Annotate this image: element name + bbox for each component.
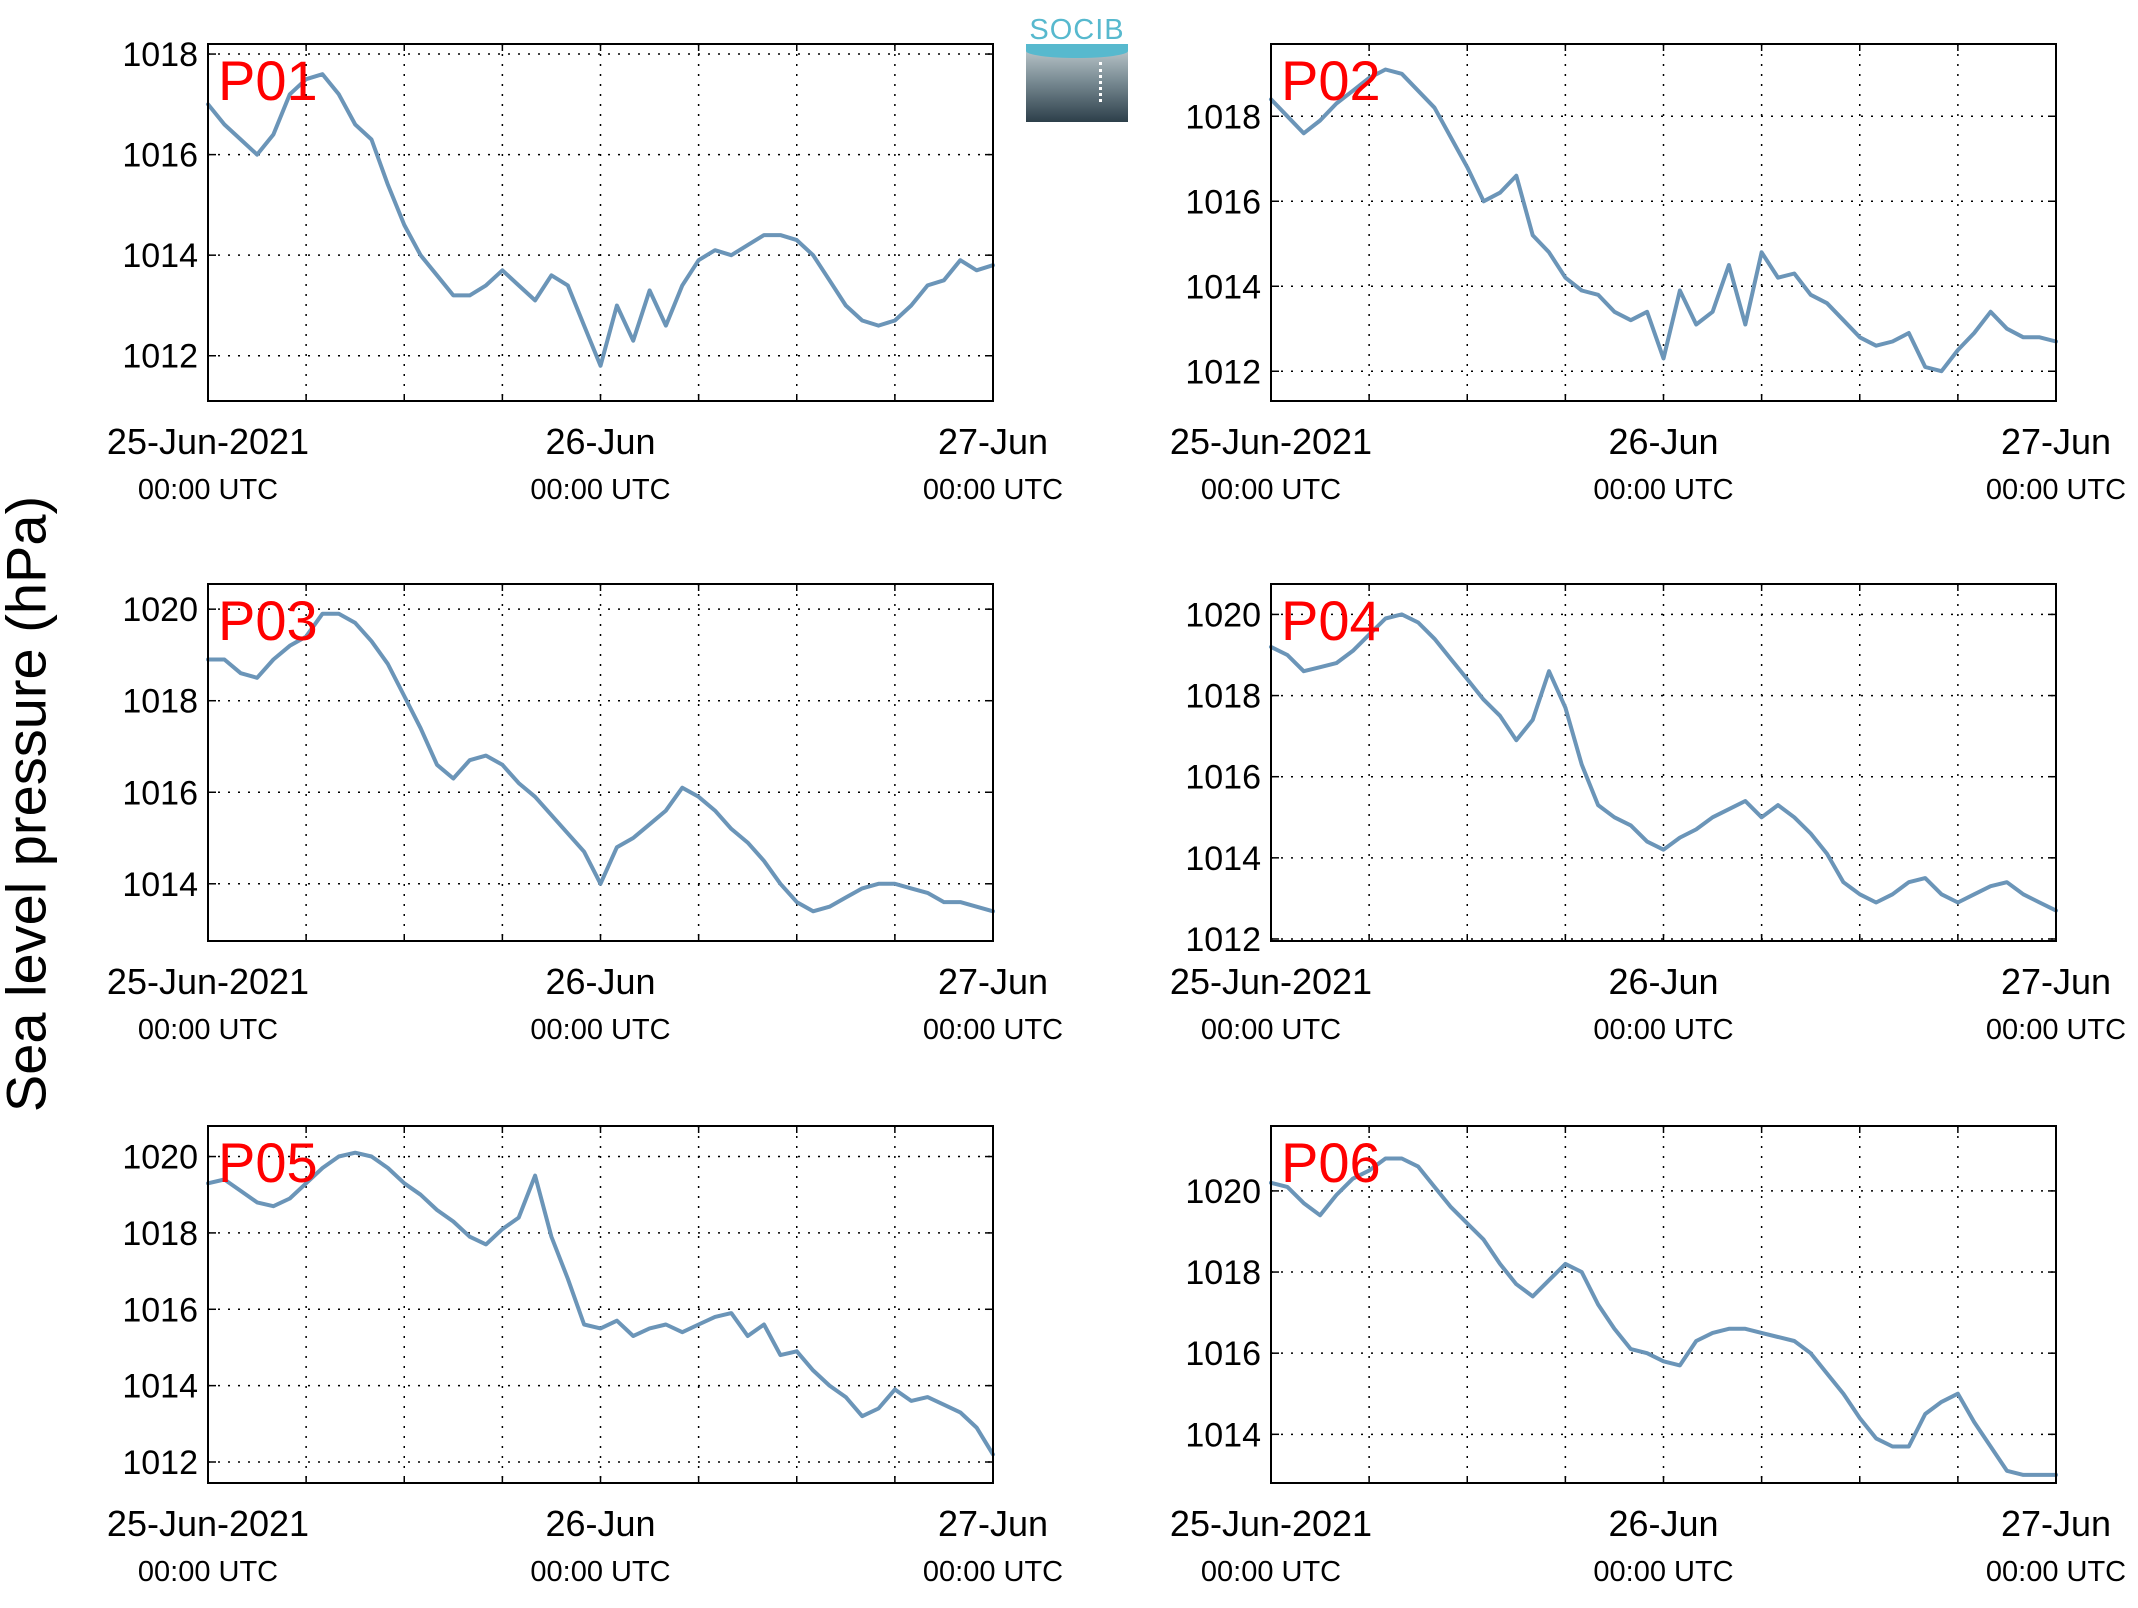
y-tick-label: 1018	[1185, 1254, 1261, 1292]
logo-dots	[1099, 62, 1102, 102]
station-label: P03	[218, 589, 318, 652]
x-tick-label: 25-Jun-2021	[1170, 1503, 1372, 1544]
y-tick-label: 1012	[1185, 921, 1261, 959]
station-label: P01	[218, 49, 318, 112]
y-tick-label: 1020	[122, 1139, 198, 1177]
station-label: P02	[1281, 49, 1381, 112]
x-tick-sublabel: 00:00 UTC	[530, 1556, 670, 1588]
y-tick-label: 1018	[1185, 678, 1261, 716]
series-line	[1269, 612, 2058, 913]
x-tick-label: 25-Jun-2021	[1170, 421, 1372, 462]
x-tick-label: 26-Jun	[545, 421, 655, 462]
x-tick-sublabel: 00:00 UTC	[530, 1014, 670, 1046]
logo-text: SOCIB	[1029, 14, 1125, 46]
x-tick-sublabel: 00:00 UTC	[923, 474, 1063, 506]
station-label: P04	[1281, 589, 1381, 652]
x-tick-label: 25-Jun-2021	[1170, 961, 1372, 1002]
x-tick-label: 27-Jun	[938, 1503, 1048, 1544]
x-tick-sublabel: 00:00 UTC	[1593, 1556, 1733, 1588]
x-tick-sublabel: 00:00 UTC	[1986, 1556, 2126, 1588]
x-tick-label: 26-Jun	[545, 961, 655, 1002]
x-tick-sublabel: 00:00 UTC	[1593, 474, 1733, 506]
y-tick-label: 1018	[122, 36, 198, 74]
series-line	[1269, 1156, 2058, 1477]
y-tick-label: 1020	[1185, 596, 1261, 634]
x-tick-sublabel: 00:00 UTC	[1986, 474, 2126, 506]
y-tick-label: 1016	[1185, 183, 1261, 221]
x-tick-sublabel: 00:00 UTC	[1593, 1014, 1733, 1046]
panel-p06: 1014 1016 1018 1020 25-Jun-2021 00:00 UTC 26-J…	[1170, 1125, 2126, 1588]
y-tick-label: 1018	[122, 683, 198, 721]
y-tick-label: 1016	[122, 774, 198, 812]
panel-p02: 1012 1014 1016 1018 25-Jun-2021 00:00 UTC 26-J…	[1170, 43, 2126, 506]
axes-frame	[1270, 583, 2057, 942]
y-tick-label: 1020	[1185, 1173, 1261, 1211]
station-label: P06	[1281, 1131, 1381, 1194]
x-tick-sublabel: 00:00 UTC	[923, 1556, 1063, 1588]
y-tick-label: 1014	[1185, 268, 1261, 306]
x-tick-label: 26-Jun	[1608, 421, 1718, 462]
x-tick-label: 26-Jun	[545, 1503, 655, 1544]
x-tick-sublabel: 00:00 UTC	[1201, 474, 1341, 506]
series-line	[206, 611, 995, 914]
y-tick-label: 1016	[122, 1291, 198, 1329]
socib-logo: SOCIB	[1026, 14, 1128, 122]
x-tick-sublabel: 00:00 UTC	[530, 474, 670, 506]
x-tick-label: 27-Jun	[2001, 421, 2111, 462]
panel-p05: 1012 1014 1016 1018 1020 25-Jun-2021 00:00 UTC…	[107, 1125, 1063, 1588]
x-tick-sublabel: 00:00 UTC	[923, 1014, 1063, 1046]
station-label: P05	[218, 1131, 318, 1194]
y-tick-label: 1020	[122, 591, 198, 629]
logo-wave	[1026, 44, 1128, 58]
axes-frame	[207, 583, 994, 942]
axes-frame	[207, 1125, 994, 1484]
y-tick-label: 1014	[122, 237, 198, 275]
y-tick-label: 1014	[1185, 1416, 1261, 1454]
x-tick-sublabel: 00:00 UTC	[138, 1556, 278, 1588]
y-tick-label: 1018	[1185, 98, 1261, 136]
y-tick-label: 1016	[1185, 1335, 1261, 1373]
y-tick-label: 1016	[1185, 759, 1261, 797]
axes-frame	[1270, 1125, 2057, 1484]
x-tick-label: 27-Jun	[2001, 1503, 2111, 1544]
y-tick-label: 1014	[122, 1368, 198, 1406]
y-tick-label: 1012	[122, 1444, 198, 1482]
x-tick-sublabel: 00:00 UTC	[138, 1014, 278, 1046]
x-tick-sublabel: 00:00 UTC	[138, 474, 278, 506]
panel-p03: 1014 1016 1018 1020 25-Jun-2021 00:00 UTC 26-J…	[107, 583, 1063, 1046]
x-tick-sublabel: 00:00 UTC	[1201, 1014, 1341, 1046]
x-tick-label: 25-Jun-2021	[107, 1503, 309, 1544]
x-tick-label: 27-Jun	[938, 421, 1048, 462]
x-tick-label: 25-Jun-2021	[107, 961, 309, 1002]
series-line	[1269, 67, 2058, 374]
panel-p04: 1012 1014 1016 1018 1020 25-Jun-2021 00:00 UTC…	[1170, 583, 2126, 1046]
x-tick-sublabel: 00:00 UTC	[1201, 1556, 1341, 1588]
x-tick-label: 26-Jun	[1608, 1503, 1718, 1544]
x-tick-label: 27-Jun	[938, 961, 1048, 1002]
y-tick-label: 1018	[122, 1215, 198, 1253]
x-tick-sublabel: 00:00 UTC	[1986, 1014, 2126, 1046]
series-line	[206, 1150, 995, 1457]
axes-frame	[207, 43, 994, 402]
x-tick-label: 25-Jun-2021	[107, 421, 309, 462]
x-tick-label: 26-Jun	[1608, 961, 1718, 1002]
panel-p01: 1012 1014 1016 1018 25-Jun-2021 00:00 UTC 26-J…	[107, 36, 1063, 506]
y-tick-label: 1012	[1185, 353, 1261, 391]
y-tick-label: 1016	[122, 137, 198, 175]
y-tick-label: 1014	[1185, 840, 1261, 878]
series-line	[206, 72, 995, 368]
y-tick-label: 1012	[122, 338, 198, 376]
logo-graphic	[1026, 50, 1128, 122]
x-tick-label: 27-Jun	[2001, 961, 2111, 1002]
axes-frame	[1270, 43, 2057, 402]
y-tick-label: 1014	[122, 866, 198, 904]
